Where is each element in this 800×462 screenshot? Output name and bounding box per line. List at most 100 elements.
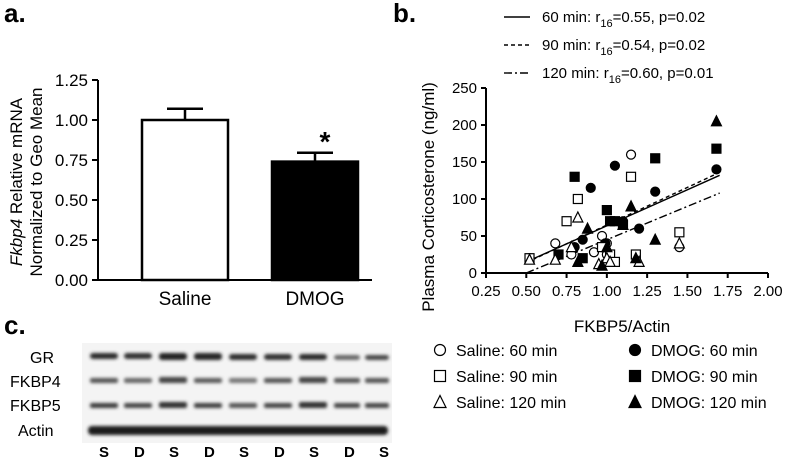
scatter-chart-xlabel: FKBP5/Actin (574, 317, 670, 336)
significance-asterisk: * (320, 126, 331, 157)
scatter-point (625, 199, 637, 212)
scatter-point (633, 223, 645, 234)
bar-category-label: Saline (159, 289, 212, 310)
legend-marker (628, 394, 642, 409)
scatter-x-tick-label: 1.75 (713, 283, 742, 300)
scatter-point (650, 186, 661, 197)
scatter-point (523, 252, 536, 265)
bar-chart-ylabel-gene: Fkbp4 (7, 219, 26, 266)
fit-legend-pre: 60 min: r (542, 9, 600, 26)
scatter-x-tick-label: 0.75 (552, 283, 581, 300)
bar-chart-ylabel: Fkbp4 Relative mRNA (7, 97, 26, 266)
scatter-point (581, 221, 594, 234)
scatter-y-tick-label: 100 (452, 191, 477, 208)
legend-label: DMOG: 120 min (651, 395, 767, 412)
blot-lane-label: D (274, 444, 285, 461)
fit-legend-pre: 90 min: r (542, 37, 600, 54)
scatter-point (650, 153, 661, 164)
fit-legend-post: =0.60, p=0.01 (621, 65, 714, 82)
scatter-point (561, 216, 572, 227)
scatter-point (629, 251, 642, 264)
scatter-point (550, 238, 561, 249)
legend-marker (628, 343, 642, 357)
scatter-y-tick-label: 150 (452, 154, 477, 171)
bar-chart-ylabel-2: Normalized to Geo Mean (27, 88, 46, 277)
blot-label-gr: GR (30, 350, 54, 367)
scatter-point (565, 240, 578, 253)
legend-marker (433, 343, 447, 357)
scatter-y-tick-label: 200 (452, 117, 477, 134)
scatter-point (577, 234, 588, 245)
scatter-chart-points (523, 114, 723, 271)
scatter-x-tick-label: 1.00 (592, 283, 621, 300)
scatter-x-tick-label: 0.50 (512, 283, 541, 300)
bar-y-tick-label: 1.25 (55, 71, 88, 90)
bar-y-tick-label: 0.00 (55, 271, 88, 290)
legend-label: Saline: 90 min (456, 369, 557, 386)
bar-category-label: DMOG (285, 289, 344, 310)
panel-label-a: a. (4, 0, 26, 28)
scatter-point (604, 255, 617, 267)
blot-label-fkbp4: FKBP4 (10, 374, 61, 391)
scatter-point (673, 236, 686, 249)
bar-y-tick-label: 0.75 (55, 151, 88, 170)
scatter-point (625, 149, 637, 160)
scatter-point (600, 240, 613, 253)
bar-chart-axes: 0.00 0.25 0.50 0.75 1.00 1.25 Saline DMOG (55, 71, 372, 310)
scatter-point (601, 205, 612, 216)
scatter-point (569, 171, 580, 182)
panel-label-c: c. (4, 310, 26, 340)
fit-legend-post: =0.54, p=0.02 (613, 37, 706, 54)
fit-legend-sub: 16 (600, 46, 612, 58)
scatter-point (553, 249, 564, 260)
fit-legend-pre: 120 min: r (542, 65, 609, 82)
panel-label-b: b. (393, 0, 417, 28)
blot-lane-label: S (169, 444, 180, 461)
blot-lane-label: D (204, 444, 215, 461)
legend-label: Saline: 60 min (456, 343, 557, 360)
scatter-chart: Plasma Corticosterone (ng/ml) FKBP5/Acti… (419, 9, 783, 412)
scatter-point (609, 160, 621, 171)
legend-label: DMOG: 90 min (651, 369, 758, 386)
blot-lane-label: S (99, 444, 110, 461)
scatter-y-tick-label: 50 (460, 228, 477, 245)
legend-label: Saline: 120 min (456, 395, 566, 412)
scatter-chart-ylabel: Plasma Corticosterone (ng/ml) (419, 82, 438, 312)
blot-label-fkbp5: FKBP5 (10, 398, 61, 415)
scatter-y-tick-label: 250 (452, 80, 477, 97)
scatter-point (625, 171, 637, 182)
legend-marker (628, 369, 642, 383)
fit-legend-sub: 16 (609, 74, 621, 86)
scatter-point (674, 227, 685, 238)
scatter-y-tick-label: 0 (469, 265, 477, 282)
scatter-point (549, 252, 562, 265)
bar-y-tick-label: 1.00 (55, 111, 88, 130)
legend-marker (433, 369, 447, 383)
legend-label: DMOG: 60 min (651, 343, 758, 360)
scatter-point (588, 247, 600, 258)
scatter-x-tick-label: 1.50 (673, 283, 702, 300)
blot-lane-label: D (344, 444, 355, 461)
scatter-point (571, 255, 584, 267)
scatter-x-tick-label: 0.25 (471, 283, 500, 300)
western-blot-image (82, 343, 392, 443)
bar-saline (140, 118, 230, 282)
scatter-marker-legend: Saline: 60 min Saline: 90 min Saline: 120 … (433, 343, 767, 412)
fit-legend-label: 60 min: r16=0.55, p=0.02 (542, 9, 705, 30)
scatter-x-tick-label: 1.25 (633, 283, 662, 300)
bar-y-tick-label: 0.50 (55, 191, 88, 210)
bar-chart: Fkbp4 Relative mRNA Normalized to Geo Me… (7, 71, 372, 310)
bar-chart-ylabel-rest: Relative mRNA (7, 97, 26, 219)
scatter-chart-axes: 0 50 100 150 200 250 0.25 0.50 0.75 1.00 1.25 1.50 1… (452, 80, 783, 300)
scatter-point (617, 218, 629, 230)
scatter-point (649, 232, 662, 245)
blot-label-actin: Actin (18, 423, 54, 440)
bar-dmog (270, 160, 360, 282)
fit-legend-sub: 16 (600, 18, 612, 30)
scatter-x-tick-label: 2.00 (753, 283, 782, 300)
scatter-point (572, 193, 583, 205)
scatter-point (711, 164, 722, 175)
scatter-point (710, 114, 723, 127)
